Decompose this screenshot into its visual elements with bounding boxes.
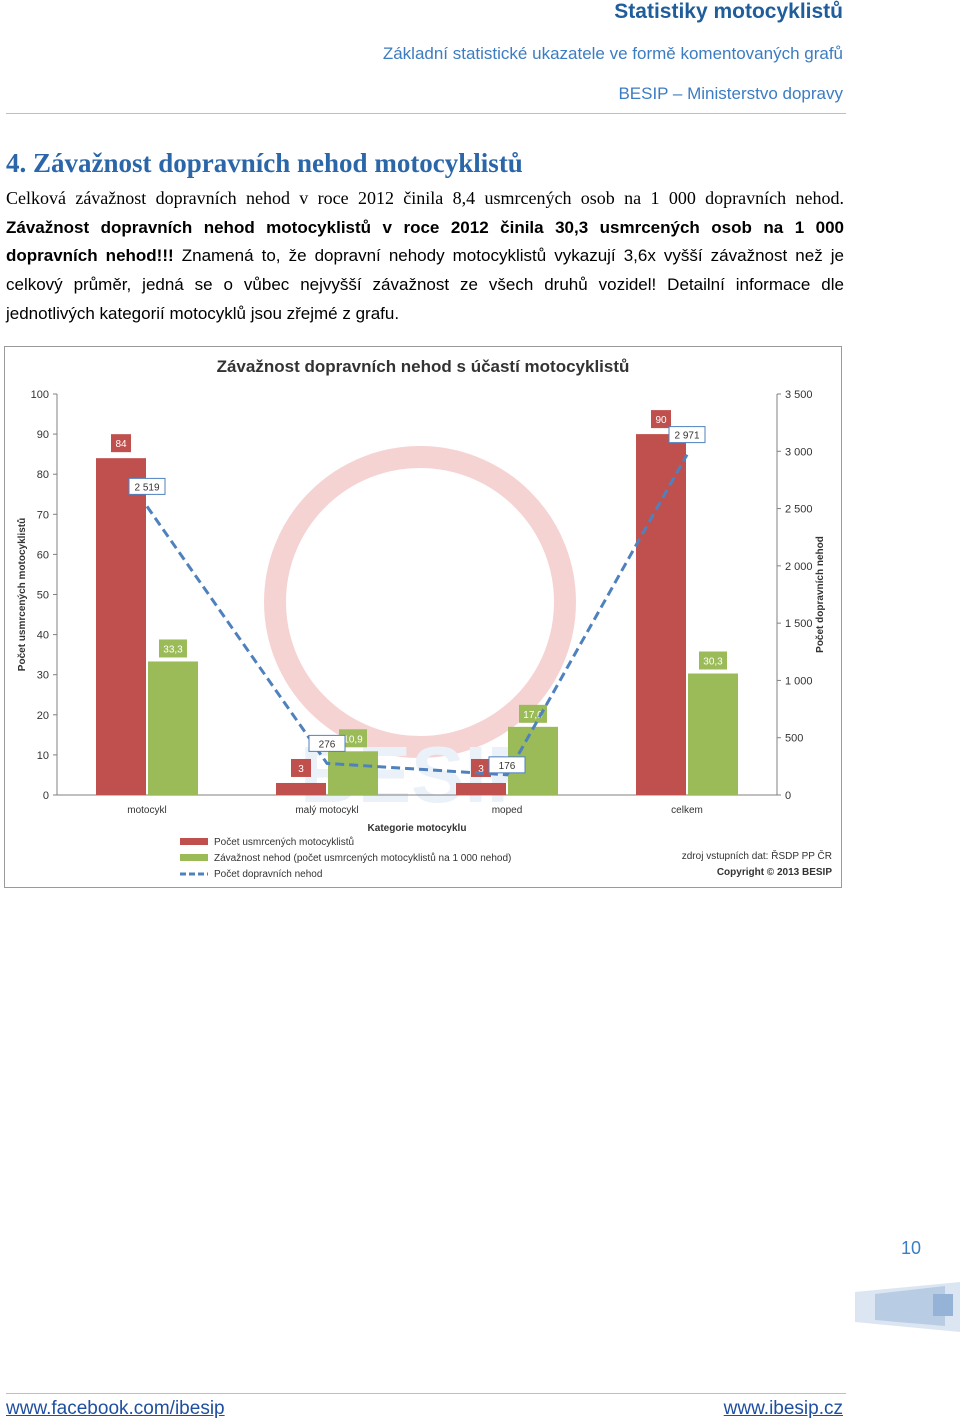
data-label-box-accidents bbox=[308, 734, 346, 752]
header-org: BESIP – Ministerstvo dopravy bbox=[618, 84, 843, 103]
right-tick-label: 3 000 bbox=[785, 446, 813, 458]
legend-swatch-deaths bbox=[180, 838, 208, 845]
right-tick-label: 2 500 bbox=[785, 504, 813, 516]
data-label-box-severity bbox=[519, 704, 547, 723]
data-label-box-accidents bbox=[128, 477, 166, 495]
footer-website-link[interactable]: www.ibesip.cz bbox=[723, 1398, 843, 1419]
data-label-box-deaths bbox=[111, 434, 131, 453]
right-tick-label: 1 000 bbox=[785, 675, 813, 687]
category-label: motocykl bbox=[127, 805, 166, 816]
data-label-accidents: 176 bbox=[499, 761, 516, 772]
data-label-box-accidents bbox=[668, 426, 706, 444]
right-tick-label: 2 000 bbox=[785, 561, 813, 573]
legend-label-severity: Závažnost nehod (počet usmrcených motocy… bbox=[214, 852, 511, 864]
page-corner-decoration bbox=[855, 1282, 960, 1332]
data-label-accidents: 2 971 bbox=[674, 431, 699, 442]
left-tick-label: 50 bbox=[37, 590, 49, 602]
paragraph-intro: Celková závažnost dopravních nehod v roc… bbox=[6, 188, 844, 208]
left-tick-label: 70 bbox=[37, 509, 49, 521]
bar-severity bbox=[148, 661, 198, 795]
left-tick-label: 80 bbox=[37, 469, 49, 481]
category-label: malý motocykl bbox=[295, 805, 358, 816]
page-number: 10 bbox=[901, 1238, 922, 1258]
left-tick-label: 100 bbox=[31, 389, 49, 401]
bar-severity bbox=[328, 751, 378, 795]
x-axis-title: Kategorie motocyklu bbox=[368, 823, 467, 834]
right-tick-label: 1 500 bbox=[785, 618, 813, 630]
data-label-box-severity bbox=[159, 639, 187, 658]
left-tick-label: 40 bbox=[37, 630, 49, 642]
watermark-ring bbox=[264, 446, 576, 758]
right-axis-title: Počet dopravních nehod bbox=[815, 536, 826, 653]
data-label-box-severity bbox=[699, 651, 727, 670]
bar-deaths bbox=[456, 782, 506, 795]
data-label-box-severity bbox=[339, 729, 367, 748]
left-tick-label: 30 bbox=[37, 670, 49, 682]
chart-title: Závažnost dopravních nehod s účastí moto… bbox=[216, 357, 630, 376]
data-label-severity: 10,9 bbox=[343, 734, 363, 745]
header-title: Statistiky motocyklistů bbox=[614, 0, 843, 23]
data-label-box-deaths bbox=[291, 758, 311, 777]
header-divider bbox=[6, 113, 846, 114]
bar-severity bbox=[688, 673, 738, 795]
left-tick-label: 60 bbox=[37, 549, 49, 561]
section-body: Celková závažnost dopravních nehod v roc… bbox=[6, 184, 844, 329]
data-label-severity: 30,3 bbox=[703, 656, 723, 667]
chart-source: zdroj vstupních dat: ŘSDP PP ČR bbox=[682, 849, 832, 862]
bar-deaths bbox=[636, 434, 686, 795]
chart-copyright: Copyright © 2013 BESIP bbox=[717, 867, 833, 878]
category-label: celkem bbox=[671, 805, 703, 816]
right-tick-label: 3 500 bbox=[785, 389, 813, 401]
paragraph-highlight: Závažnost dopravních nehod motocyklistů … bbox=[6, 217, 844, 266]
left-axis-title: Počet usmrcených motocyklistů bbox=[16, 518, 28, 671]
footer-facebook-link[interactable]: www.facebook.com/ibesip bbox=[6, 1398, 225, 1419]
data-label-deaths: 3 bbox=[478, 764, 484, 775]
footer-divider bbox=[6, 1393, 846, 1394]
paragraph-detail: Znamená to, že dopravní nehody motocykli… bbox=[6, 246, 844, 323]
category-label: moped bbox=[492, 805, 523, 816]
left-tick-label: 0 bbox=[43, 790, 49, 802]
bar-deaths bbox=[276, 782, 326, 795]
data-label-box-accidents bbox=[488, 756, 526, 774]
right-tick-label: 500 bbox=[785, 733, 803, 745]
data-label-severity: 33,3 bbox=[163, 644, 183, 655]
data-label-deaths: 84 bbox=[115, 439, 127, 450]
data-label-severity: 17,0 bbox=[523, 710, 543, 721]
legend-swatch-severity bbox=[180, 854, 208, 861]
line-accidents bbox=[145, 453, 689, 777]
section-title: 4. Závažnost dopravních nehod motocyklis… bbox=[6, 148, 523, 178]
data-label-accidents: 2 519 bbox=[134, 482, 159, 493]
data-label-box-deaths bbox=[651, 410, 671, 429]
right-tick-label: 0 bbox=[785, 790, 791, 802]
left-tick-label: 90 bbox=[37, 429, 49, 441]
left-tick-label: 20 bbox=[37, 710, 49, 722]
header-subtitle: Základní statistické ukazatele ve formě … bbox=[382, 44, 843, 63]
legend-label-deaths: Počet usmrcených motocyklistů bbox=[214, 836, 354, 848]
data-label-deaths: 3 bbox=[298, 764, 304, 775]
data-label-deaths: 90 bbox=[655, 415, 667, 426]
chart-container: Závažnost dopravních nehod s účastí moto… bbox=[4, 346, 842, 888]
bar-deaths bbox=[96, 458, 146, 795]
left-tick-label: 10 bbox=[37, 750, 49, 762]
legend-label-accidents: Počet dopravních nehod bbox=[214, 869, 322, 880]
data-label-accidents: 276 bbox=[319, 739, 336, 750]
